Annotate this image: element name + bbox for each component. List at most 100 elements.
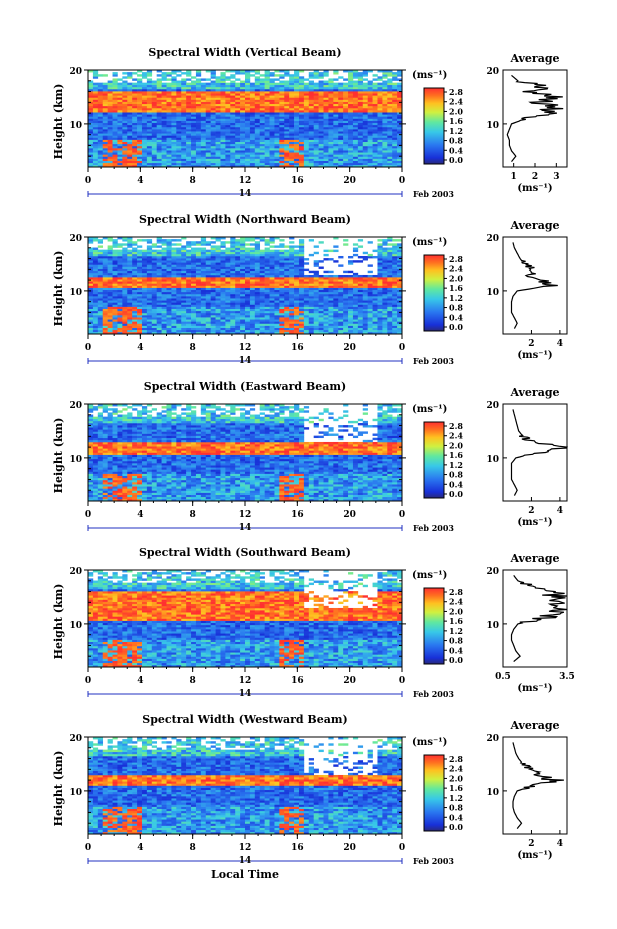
heatmap-cell <box>166 114 172 117</box>
heatmap-cell <box>88 306 94 309</box>
heatmap-cell <box>112 110 118 113</box>
heatmap-cell <box>308 325 314 328</box>
heatmap-cell <box>92 325 99 328</box>
heatmap-cell <box>382 162 388 166</box>
heatmap-cell <box>88 264 94 267</box>
heatmap-cell <box>205 97 211 100</box>
heatmap-cell <box>161 283 167 286</box>
heatmap-cell <box>117 120 123 124</box>
heatmap-cell <box>328 308 334 312</box>
heatmap-cell <box>151 308 157 312</box>
heatmap-cell <box>269 319 275 322</box>
heatmap-cell <box>264 120 270 124</box>
heatmap-cell <box>294 272 300 276</box>
heatmap-cell <box>259 133 265 136</box>
heatmap-cell <box>166 116 172 119</box>
heatmap-cell <box>313 298 319 301</box>
heatmap-cell <box>343 160 349 164</box>
heatmap-cell <box>97 110 104 113</box>
heatmap-cell <box>151 331 157 335</box>
heatmap-cell <box>141 308 148 312</box>
heatmap-cell <box>264 154 270 157</box>
heatmap-cell <box>352 114 359 117</box>
heatmap-cell <box>146 306 153 309</box>
heatmap-cell <box>279 266 285 269</box>
heatmap-cell <box>117 285 123 288</box>
heatmap-cell <box>151 291 157 295</box>
heatmap-cell <box>122 308 128 312</box>
heatmap-cell <box>151 264 157 267</box>
heatmap-cell <box>235 162 241 166</box>
heatmap-cell <box>372 107 378 111</box>
heatmap-cell <box>186 114 192 117</box>
heatmap-cell <box>171 264 177 267</box>
heatmap-cell <box>92 308 99 312</box>
heatmap-cell <box>245 145 251 149</box>
heatmap-cell <box>357 306 364 309</box>
heatmap-cell <box>200 114 207 117</box>
heatmap-cell <box>279 120 285 124</box>
heatmap-cell <box>357 91 364 94</box>
heatmap-cell <box>225 76 231 79</box>
heatmap-cell <box>235 72 241 75</box>
heatmap-cell <box>392 78 398 81</box>
heatmap-cell <box>348 145 354 149</box>
heatmap-cell <box>362 329 368 333</box>
heatmap-cell <box>107 133 113 136</box>
heatmap-cell <box>181 101 187 105</box>
heatmap-cell <box>348 129 354 132</box>
heatmap-cell <box>117 317 123 320</box>
heatmap-cell <box>181 84 187 88</box>
heatmap-cell <box>303 262 310 265</box>
heatmap-cell <box>323 281 329 284</box>
heatmap-cell <box>392 302 398 305</box>
heatmap-cell <box>392 126 398 130</box>
average-title: Average <box>509 52 559 65</box>
heatmap-cell <box>151 112 157 115</box>
heatmap-cell <box>382 291 388 295</box>
heatmap-cell <box>294 160 300 164</box>
heatmap-cell <box>210 120 216 124</box>
heatmap-cell <box>289 103 295 107</box>
heatmap-cell <box>249 97 256 100</box>
heatmap-cell <box>308 312 314 316</box>
heatmap-cell <box>249 135 256 138</box>
heatmap-cell <box>230 331 236 335</box>
heatmap-cell <box>195 298 202 301</box>
heatmap-cell <box>392 103 398 107</box>
heatmap-cell <box>156 312 162 316</box>
heatmap-cell <box>269 129 275 132</box>
heatmap-cell <box>259 105 265 109</box>
heatmap-cell <box>137 141 143 145</box>
heatmap-cell <box>294 133 300 136</box>
heatmap-cell <box>210 143 216 147</box>
heatmap-cell <box>382 264 388 267</box>
heatmap-cell <box>137 84 143 88</box>
heatmap-cell <box>191 266 197 269</box>
heatmap-cell <box>377 264 383 267</box>
heatmap-cell <box>333 325 339 328</box>
heatmap-cell <box>235 323 241 326</box>
heatmap-cell <box>156 150 162 153</box>
heatmap-cell <box>318 105 324 109</box>
heatmap-cell <box>107 308 113 312</box>
heatmap-cell <box>166 74 172 77</box>
heatmap-cell <box>240 110 246 113</box>
heatmap-cell <box>215 302 221 305</box>
heatmap-cell <box>249 86 256 90</box>
heatmap-cell <box>313 143 319 147</box>
heatmap-cell <box>318 72 324 75</box>
heatmap-cell <box>303 308 310 312</box>
heatmap-cell <box>132 164 138 168</box>
heatmap-cell <box>112 283 118 286</box>
heatmap-cell <box>132 122 138 126</box>
heatmap-cell <box>132 120 138 124</box>
heatmap-cell <box>92 270 99 274</box>
heatmap-cell <box>191 126 197 130</box>
heatmap-cell <box>166 304 172 307</box>
heatmap-cell <box>313 293 319 297</box>
heatmap-cell <box>107 325 113 328</box>
heatmap-cell <box>377 325 383 328</box>
heatmap-cell <box>338 129 344 132</box>
heatmap-cell <box>333 293 339 297</box>
